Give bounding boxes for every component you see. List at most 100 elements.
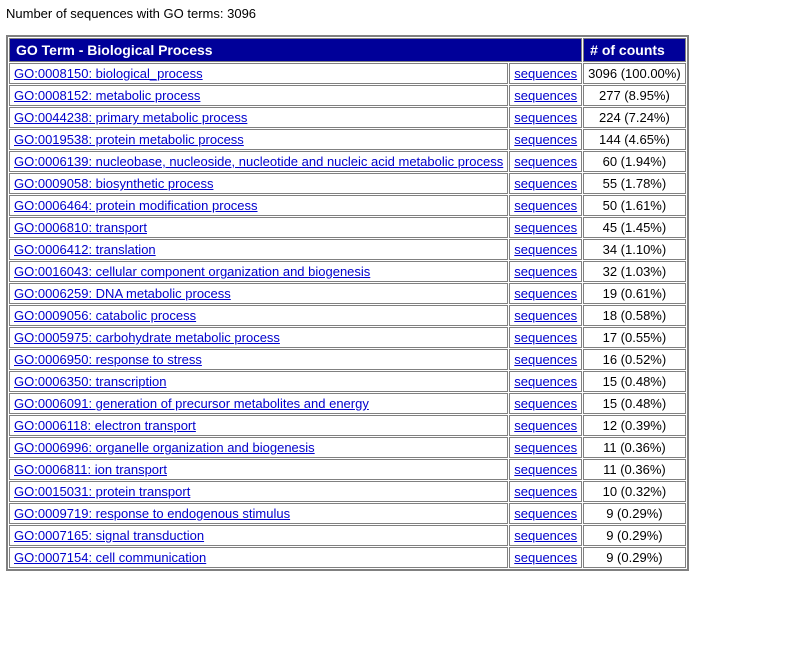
sequences-link[interactable]: sequences: [514, 418, 577, 433]
table-row: GO:0006950: response to stresssequences1…: [9, 349, 686, 370]
table-row: GO:0008152: metabolic process sequences 27…: [9, 85, 686, 106]
table-row: GO:0015031: protein transport sequences 10…: [9, 481, 686, 502]
go-term-link[interactable]: GO:0006412: translation: [14, 242, 156, 257]
count-cell: 60 (1.94%): [583, 151, 686, 172]
term-cell: GO:0006139: nucleobase, nucleoside, nucl…: [9, 151, 508, 172]
sequences-cell: sequences: [509, 525, 582, 546]
table-row: GO:0016043: cellular component organizat…: [9, 261, 686, 282]
sequences-link[interactable]: sequences: [514, 440, 577, 455]
count-cell: 9 (0.29%): [583, 547, 686, 568]
go-term-link[interactable]: GO:0006950: response to stress: [14, 352, 202, 367]
table-row: GO:0019538: protein metabolic process seq…: [9, 129, 686, 150]
sequences-link[interactable]: sequences: [514, 506, 577, 521]
go-term-link[interactable]: GO:0019538: protein metabolic process: [14, 132, 244, 147]
table-row: GO:0006139: nucleobase, nucleoside, nucl…: [9, 151, 686, 172]
go-term-link[interactable]: GO:0005975: carbohydrate metabolic proce…: [14, 330, 280, 345]
count-cell: 50 (1.61%): [583, 195, 686, 216]
sequences-cell: sequences: [509, 481, 582, 502]
count-cell: 10 (0.32%): [583, 481, 686, 502]
sequences-link[interactable]: sequences: [514, 132, 577, 147]
table-row: GO:0006811: ion transport sequences 11 (0.…: [9, 459, 686, 480]
count-cell: 15 (0.48%): [583, 393, 686, 414]
sequences-cell: sequences: [509, 503, 582, 524]
sequences-cell: sequences: [509, 349, 582, 370]
sequences-link[interactable]: sequences: [514, 286, 577, 301]
count-cell: 277 (8.95%): [583, 85, 686, 106]
table-row: GO:0008150: biological_processsequences3…: [9, 63, 686, 84]
header-counts: # of counts: [583, 38, 686, 62]
go-term-link[interactable]: GO:0006118: electron transport: [14, 418, 196, 433]
sequences-link[interactable]: sequences: [514, 396, 577, 411]
table-row: GO:0006996: organelle organization and b…: [9, 437, 686, 458]
count-cell: 12 (0.39%): [583, 415, 686, 436]
go-term-link[interactable]: GO:0009056: catabolic process: [14, 308, 196, 323]
count-cell: 19 (0.61%): [583, 283, 686, 304]
sequences-cell: sequences: [509, 107, 582, 128]
go-term-link[interactable]: GO:0006139: nucleobase, nucleoside, nucl…: [14, 154, 503, 169]
sequences-link[interactable]: sequences: [514, 528, 577, 543]
term-cell: GO:0007154: cell communication: [9, 547, 508, 568]
sequences-link[interactable]: sequences: [514, 308, 577, 323]
term-cell: GO:0006996: organelle organization and b…: [9, 437, 508, 458]
go-term-link[interactable]: GO:0006811: ion transport: [14, 462, 167, 477]
table-row: GO:0006810: transportsequences45 (1.45%): [9, 217, 686, 238]
sequences-link[interactable]: sequences: [514, 264, 577, 279]
go-term-link[interactable]: GO:0008150: biological_process: [14, 66, 203, 81]
sequences-link[interactable]: sequences: [514, 374, 577, 389]
go-term-link[interactable]: GO:0008152: metabolic process: [14, 88, 200, 103]
term-cell: GO:0006091: generation of precursor meta…: [9, 393, 508, 414]
sequences-cell: sequences: [509, 459, 582, 480]
term-cell: GO:0006950: response to stress: [9, 349, 508, 370]
sequences-cell: sequences: [509, 305, 582, 326]
count-cell: 18 (0.58%): [583, 305, 686, 326]
count-cell: 15 (0.48%): [583, 371, 686, 392]
sequences-link[interactable]: sequences: [514, 66, 577, 81]
sequences-link[interactable]: sequences: [514, 242, 577, 257]
go-term-link[interactable]: GO:0006464: protein modification process: [14, 198, 258, 213]
sequences-link[interactable]: sequences: [514, 110, 577, 125]
sequences-link[interactable]: sequences: [514, 198, 577, 213]
sequences-link[interactable]: sequences: [514, 220, 577, 235]
sequences-link[interactable]: sequences: [514, 352, 577, 367]
term-cell: GO:0006464: protein modification process: [9, 195, 508, 216]
term-cell: GO:0009058: biosynthetic process: [9, 173, 508, 194]
table-row: GO:0006118: electron transport sequences 1…: [9, 415, 686, 436]
go-term-link[interactable]: GO:0015031: protein transport: [14, 484, 190, 499]
sequences-link[interactable]: sequences: [514, 330, 577, 345]
sequences-cell: sequences: [509, 261, 582, 282]
sequences-link[interactable]: sequences: [514, 176, 577, 191]
go-term-link[interactable]: GO:0007154: cell communication: [14, 550, 206, 565]
sequences-link[interactable]: sequences: [514, 462, 577, 477]
go-term-link[interactable]: GO:0007165: signal transduction: [14, 528, 204, 543]
go-term-link[interactable]: GO:0006091: generation of precursor meta…: [14, 396, 369, 411]
go-term-link[interactable]: GO:0016043: cellular component organizat…: [14, 264, 370, 279]
sequences-cell: sequences: [509, 283, 582, 304]
sequences-cell: sequences: [509, 327, 582, 348]
sequences-link[interactable]: sequences: [514, 154, 577, 169]
go-term-link[interactable]: GO:0006350: transcription: [14, 374, 166, 389]
count-cell: 144 (4.65%): [583, 129, 686, 150]
table-row: GO:0005975: carbohydrate metabolic proce…: [9, 327, 686, 348]
term-cell: GO:0006350: transcription: [9, 371, 508, 392]
table-row: GO:0007165: signal transduction sequences…: [9, 525, 686, 546]
sequences-link[interactable]: sequences: [514, 88, 577, 103]
go-term-link[interactable]: GO:0009719: response to endogenous stimu…: [14, 506, 290, 521]
sequences-link[interactable]: sequences: [514, 484, 577, 499]
sequences-cell: sequences: [509, 393, 582, 414]
go-term-link[interactable]: GO:0044238: primary metabolic process: [14, 110, 247, 125]
term-cell: GO:0019538: protein metabolic process: [9, 129, 508, 150]
go-term-link[interactable]: GO:0006259: DNA metabolic process: [14, 286, 231, 301]
table-row: GO:0007154: cell communication sequences 9…: [9, 547, 686, 568]
go-term-link[interactable]: GO:0006810: transport: [14, 220, 147, 235]
term-cell: GO:0015031: protein transport: [9, 481, 508, 502]
sequences-link[interactable]: sequences: [514, 550, 577, 565]
term-cell: GO:0008150: biological_process: [9, 63, 508, 84]
count-cell: 55 (1.78%): [583, 173, 686, 194]
table-row: GO:0006464: protein modification process…: [9, 195, 686, 216]
go-term-link[interactable]: GO:0009058: biosynthetic process: [14, 176, 213, 191]
count-cell: 11 (0.36%): [583, 459, 686, 480]
sequences-cell: sequences: [509, 151, 582, 172]
table-row: GO:0006091: generation of precursor meta…: [9, 393, 686, 414]
go-term-link[interactable]: GO:0006996: organelle organization and b…: [14, 440, 315, 455]
title-label: Number of sequences with GO terms:: [6, 6, 223, 21]
